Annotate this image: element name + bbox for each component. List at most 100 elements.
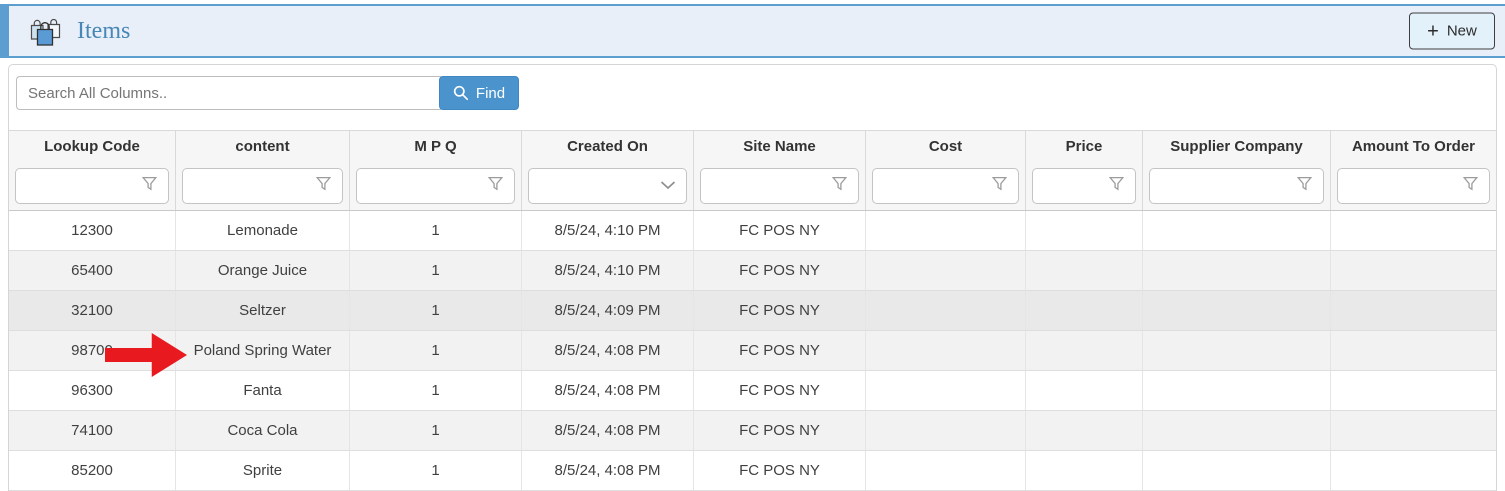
table-cell: 1 (350, 291, 522, 330)
table-cell: Poland Spring Water (176, 331, 350, 370)
table-cell: 8/5/24, 4:08 PM (522, 371, 694, 410)
new-button-label: New (1446, 22, 1477, 40)
column-header-lookup-code[interactable]: Lookup Code (9, 131, 176, 161)
table-cell: 8/5/24, 4:08 PM (522, 451, 694, 490)
column-header-price[interactable]: Price (1026, 131, 1143, 161)
table-row[interactable]: 96300 Fanta 1 8/5/24, 4:08 PM FC POS NY (9, 371, 1496, 411)
search-input[interactable] (16, 76, 441, 110)
table-cell (866, 251, 1026, 290)
filter-input-content[interactable] (182, 167, 343, 204)
table-cell (1331, 251, 1496, 290)
table-cell: 96300 (9, 371, 176, 410)
table-cell (866, 451, 1026, 490)
funnel-icon[interactable] (487, 175, 504, 197)
funnel-icon[interactable] (315, 175, 332, 197)
table-cell (1331, 331, 1496, 370)
find-button-label: Find (475, 84, 506, 102)
filter-dropdown-created-on[interactable] (528, 167, 687, 204)
table-cell: 85200 (9, 451, 176, 490)
table-cell (1143, 411, 1331, 450)
table-cell: FC POS NY (694, 331, 866, 370)
table-row[interactable]: 65400 Orange Juice 1 8/5/24, 4:10 PM FC … (9, 251, 1496, 291)
table-cell (1026, 371, 1143, 410)
table-cell (1143, 211, 1331, 250)
find-button[interactable]: Find (439, 76, 519, 110)
search-icon (453, 85, 469, 101)
table-cell (1026, 411, 1143, 450)
filter-input-mpq[interactable] (356, 167, 515, 204)
column-header-site-name[interactable]: Site Name (694, 131, 866, 161)
table-cell (1143, 451, 1331, 490)
table-row-pointed[interactable]: 98700 Poland Spring Water 1 8/5/24, 4:08… (9, 331, 1496, 371)
filter-cell (1143, 161, 1331, 210)
table-cell: 8/5/24, 4:10 PM (522, 251, 694, 290)
table-cell (1331, 411, 1496, 450)
table-cell: 1 (350, 371, 522, 410)
filter-cell (9, 161, 176, 210)
table-cell (1026, 251, 1143, 290)
filter-input-lookup-code[interactable] (15, 167, 169, 204)
filter-cell (350, 161, 522, 210)
table-cell: 8/5/24, 4:09 PM (522, 291, 694, 330)
table-cell: 74100 (9, 411, 176, 450)
new-button[interactable]: + New (1409, 12, 1495, 50)
app-header: Items + New (0, 4, 1505, 58)
table-row[interactable]: 12300 Lemonade 1 8/5/24, 4:10 PM FC POS … (9, 211, 1496, 251)
table-cell (1026, 331, 1143, 370)
table-row[interactable]: 74100 Coca Cola 1 8/5/24, 4:08 PM FC POS… (9, 411, 1496, 451)
table-cell: FC POS NY (694, 371, 866, 410)
filter-cell (694, 161, 866, 210)
funnel-icon[interactable] (1462, 175, 1479, 197)
table-cell: Fanta (176, 371, 350, 410)
table-cell (866, 331, 1026, 370)
column-header-content[interactable]: content (176, 131, 350, 161)
table-cell: 1 (350, 211, 522, 250)
column-header-amount-to-order[interactable]: Amount To Order (1351, 137, 1476, 155)
filter-input-supplier-company[interactable] (1149, 167, 1324, 204)
table-cell (1331, 371, 1496, 410)
table-cell (1143, 251, 1331, 290)
content-panel: Find Lookup Code content M P Q Created O… (8, 64, 1497, 491)
table-cell: 1 (350, 451, 522, 490)
column-header-supplier-company[interactable]: Supplier Company (1143, 131, 1331, 161)
table-row[interactable]: 32100 Seltzer 1 8/5/24, 4:09 PM FC POS N… (9, 291, 1496, 331)
filter-cell (176, 161, 350, 210)
table-cell: 1 (350, 251, 522, 290)
column-header-created-on[interactable]: Created On (522, 131, 694, 161)
table-cell (1026, 211, 1143, 250)
column-header-cost[interactable]: Cost (866, 131, 1026, 161)
table-cell: 8/5/24, 4:10 PM (522, 211, 694, 250)
chevron-down-icon[interactable] (660, 177, 676, 195)
filter-input-price[interactable] (1032, 167, 1136, 204)
column-header-mpq[interactable]: M P Q (350, 131, 522, 161)
items-grid: Lookup Code content M P Q Created On Sit… (9, 130, 1496, 491)
table-cell (1331, 211, 1496, 250)
table-cell: FC POS NY (694, 211, 866, 250)
grid-header-row: Lookup Code content M P Q Created On Sit… (9, 130, 1496, 161)
filter-cell (1331, 161, 1496, 210)
funnel-icon[interactable] (991, 175, 1008, 197)
funnel-icon[interactable] (1108, 175, 1125, 197)
table-cell: 1 (350, 331, 522, 370)
table-cell: 1 (350, 411, 522, 450)
filter-input-amount-to-order[interactable] (1337, 167, 1490, 204)
table-cell (866, 371, 1026, 410)
page-title: Items (77, 17, 131, 44)
table-row[interactable]: 85200 Sprite 1 8/5/24, 4:08 PM FC POS NY (9, 451, 1496, 491)
filter-input-site-name[interactable] (700, 167, 859, 204)
table-cell (866, 411, 1026, 450)
table-cell: FC POS NY (694, 451, 866, 490)
filter-cell (1026, 161, 1143, 210)
table-cell (1143, 331, 1331, 370)
table-cell (1026, 451, 1143, 490)
funnel-icon[interactable] (1296, 175, 1313, 197)
table-cell (1026, 291, 1143, 330)
table-cell: 12300 (9, 211, 176, 250)
filter-input-cost[interactable] (872, 167, 1019, 204)
funnel-icon[interactable] (831, 175, 848, 197)
shopping-bags-icon (27, 15, 64, 48)
funnel-icon[interactable] (141, 175, 158, 197)
table-cell: Seltzer (176, 291, 350, 330)
table-cell: Coca Cola (176, 411, 350, 450)
table-cell (1331, 291, 1496, 330)
